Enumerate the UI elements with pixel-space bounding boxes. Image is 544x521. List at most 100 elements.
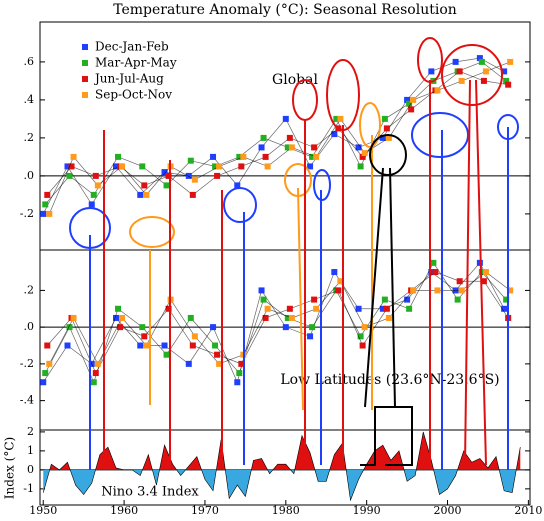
data-point <box>282 115 289 122</box>
y-axis-label: Index (°C) <box>3 437 17 499</box>
data-point <box>119 163 126 170</box>
data-point <box>66 324 73 331</box>
data-point <box>94 360 101 367</box>
y-tick-label: -.4 <box>20 394 34 407</box>
index-line <box>42 431 521 502</box>
data-point <box>408 106 415 113</box>
data-point <box>137 191 144 198</box>
data-point <box>70 153 77 160</box>
data-point <box>90 191 97 198</box>
y-tick-label: .4 <box>24 93 35 106</box>
data-point <box>361 324 368 331</box>
legend-marker <box>82 76 88 82</box>
plot-frame <box>39 21 531 506</box>
data-point <box>434 287 441 294</box>
data-point <box>185 360 192 367</box>
data-point <box>70 314 77 321</box>
series-line <box>42 57 505 215</box>
panel-label: Global <box>272 72 318 88</box>
data-point <box>286 305 293 312</box>
data-point <box>187 157 194 164</box>
y-tick-label: -.2 <box>20 357 34 370</box>
data-point <box>260 134 267 141</box>
data-point <box>456 68 463 75</box>
data-point <box>480 77 487 84</box>
data-point <box>404 296 411 303</box>
y-tick-label: .0 <box>24 169 35 182</box>
legend-marker <box>82 44 88 50</box>
data-point <box>458 77 465 84</box>
positive-area <box>43 431 521 470</box>
data-point <box>434 87 441 94</box>
data-point <box>214 172 221 179</box>
data-point <box>355 144 362 151</box>
data-point <box>165 305 172 312</box>
series-line <box>48 61 511 215</box>
data-point <box>357 163 364 170</box>
data-point <box>210 324 217 331</box>
y-tick-label: .2 <box>24 283 35 296</box>
data-point <box>40 210 47 217</box>
data-point <box>458 287 465 294</box>
data-point <box>42 201 49 208</box>
data-point <box>92 370 99 377</box>
data-point <box>238 163 245 170</box>
y-tick-label: .2 <box>24 131 35 144</box>
data-point <box>64 163 71 170</box>
data-point <box>115 305 122 312</box>
data-point <box>113 163 120 170</box>
x-tick-label: 1950 <box>29 504 57 517</box>
data-point <box>381 296 388 303</box>
legend-marker <box>82 60 88 66</box>
y-tick-label: 2 <box>27 425 34 438</box>
data-point <box>307 163 314 170</box>
data-point <box>187 314 194 321</box>
data-point <box>286 134 293 141</box>
data-point <box>501 305 508 312</box>
data-point <box>454 296 461 303</box>
data-point <box>288 144 295 151</box>
series-line <box>47 271 509 374</box>
data-point <box>406 305 413 312</box>
data-point <box>311 144 318 151</box>
data-point <box>430 259 437 266</box>
data-point <box>185 172 192 179</box>
panel-label: Low Latitudes (23.6°N-23.6°S) <box>280 372 499 388</box>
data-point <box>88 201 95 208</box>
data-point <box>165 172 172 179</box>
data-point <box>262 153 269 160</box>
data-point <box>90 379 97 386</box>
data-point <box>452 58 459 65</box>
data-point <box>216 163 223 170</box>
data-point <box>284 314 291 321</box>
series-line <box>48 271 511 365</box>
data-point <box>379 305 386 312</box>
y-tick-label: 1 <box>27 444 34 457</box>
data-point <box>309 153 316 160</box>
y-tick-label: -.2 <box>20 207 34 220</box>
data-point <box>357 333 364 340</box>
data-point <box>381 115 388 122</box>
annotations <box>69 37 519 470</box>
data-point <box>476 55 483 62</box>
data-point <box>406 100 413 107</box>
data-point <box>258 144 265 151</box>
data-point <box>210 153 217 160</box>
data-point <box>143 342 150 349</box>
data-point <box>282 324 289 331</box>
y-tick-label: .0 <box>24 320 35 333</box>
legend-label: Mar-Apr-May <box>95 56 177 70</box>
data-point <box>46 360 53 367</box>
data-point <box>379 134 386 141</box>
data-point <box>141 182 148 189</box>
data-point <box>161 342 168 349</box>
data-point <box>501 68 508 75</box>
data-point <box>143 191 150 198</box>
data-point <box>313 305 320 312</box>
data-point <box>44 342 51 349</box>
series-line <box>42 262 505 384</box>
data-point <box>503 296 510 303</box>
data-point <box>478 58 485 65</box>
data-point <box>66 172 73 179</box>
